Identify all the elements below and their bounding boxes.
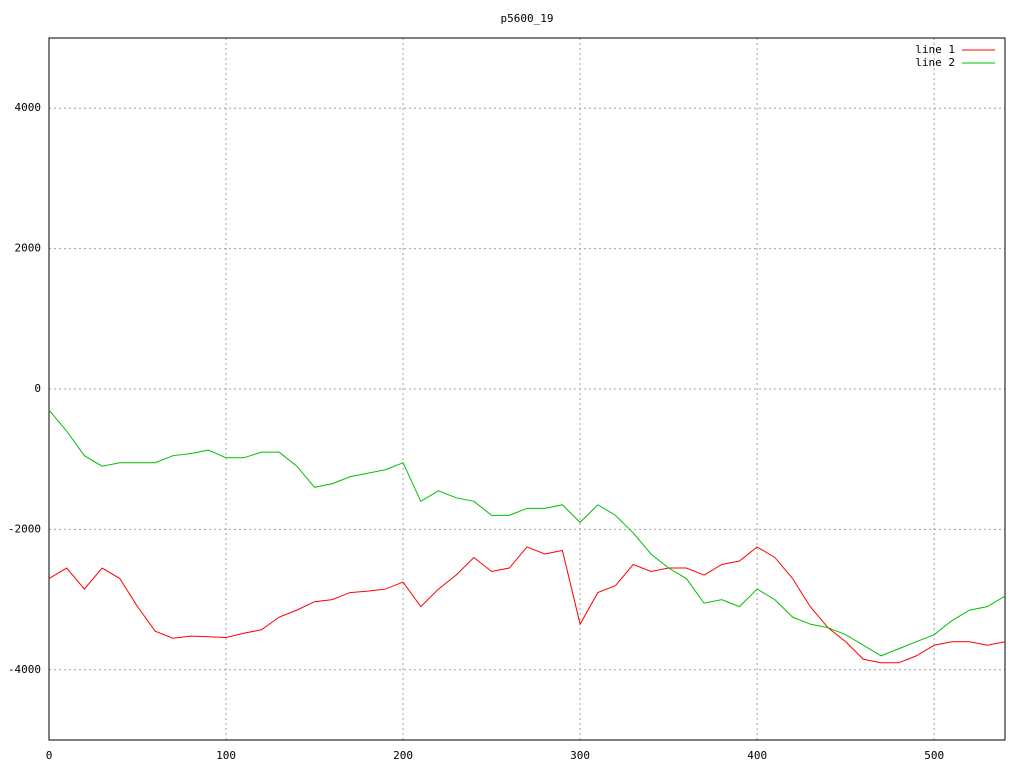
series-line bbox=[48, 546, 1006, 664]
legend-label: line 1 bbox=[915, 43, 955, 56]
legend-label: line 2 bbox=[915, 56, 955, 69]
x-tick-label: 200 bbox=[393, 749, 413, 762]
y-tick-label: -2000 bbox=[8, 522, 41, 535]
y-tick-label: -4000 bbox=[8, 663, 41, 676]
y-tick-label: 4000 bbox=[15, 101, 42, 114]
chart-title: p5600_19 bbox=[501, 12, 554, 25]
series-line bbox=[48, 409, 1006, 657]
y-tick-label: 0 bbox=[34, 382, 41, 395]
y-tick-label: 2000 bbox=[15, 242, 42, 255]
x-tick-label: 100 bbox=[216, 749, 236, 762]
x-tick-label: 0 bbox=[46, 749, 53, 762]
plot-frame bbox=[48, 37, 1006, 741]
x-tick-label: 300 bbox=[570, 749, 590, 762]
x-tick-label: 400 bbox=[747, 749, 767, 762]
x-tick-label: 500 bbox=[924, 749, 944, 762]
